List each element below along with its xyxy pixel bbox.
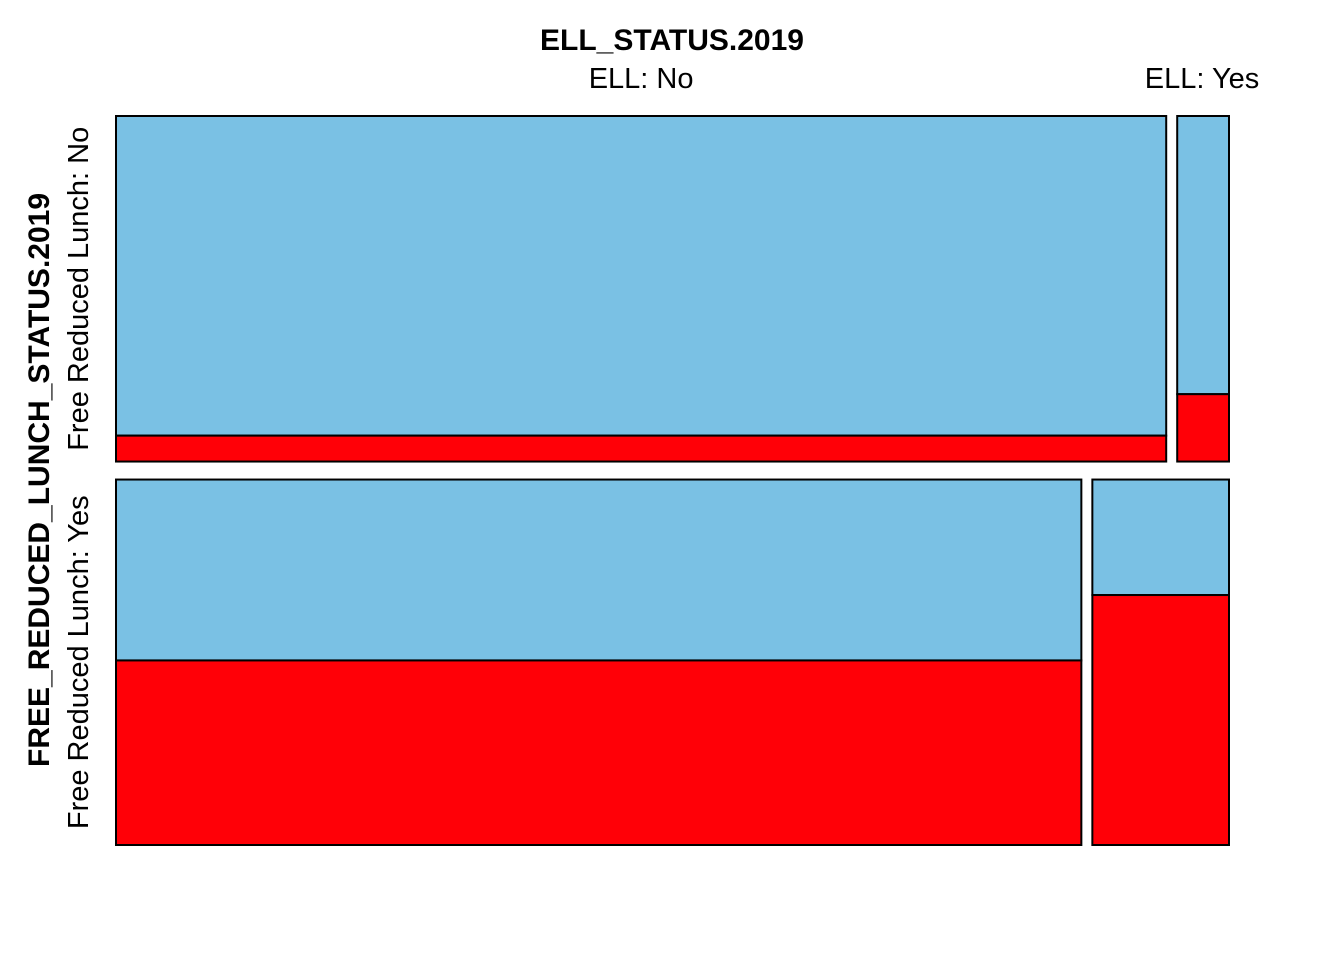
- mosaic-tile-r1-c0-upper: [115, 478, 1083, 662]
- x-category-label-ell-yes: ELL: Yes: [1145, 63, 1260, 95]
- y-category-label-lunch-yes: Free Reduced Lunch: Yes: [63, 495, 95, 829]
- mosaic-tile-r0-c1-upper: [1176, 115, 1231, 396]
- y-category-label-lunch-no: Free Reduced Lunch: No: [63, 127, 95, 451]
- chart-title: ELL_STATUS.2019: [540, 24, 804, 57]
- mosaic-tile-r0-c0-lower: [115, 434, 1168, 463]
- mosaic-tiles: [115, 115, 1231, 847]
- mosaic-tile-r0-c0-upper: [115, 115, 1168, 437]
- y-axis-label: FREE_REDUCED_LUNCH_STATUS.2019: [23, 193, 56, 767]
- mosaic-tile-r1-c1-lower: [1091, 594, 1231, 847]
- mosaic-tile-r1-c1-upper: [1091, 478, 1231, 597]
- x-category-label-ell-no: ELL: No: [589, 63, 694, 95]
- mosaic-tile-r1-c0-lower: [115, 659, 1083, 847]
- mosaic-tile-r0-c1-lower: [1176, 393, 1231, 463]
